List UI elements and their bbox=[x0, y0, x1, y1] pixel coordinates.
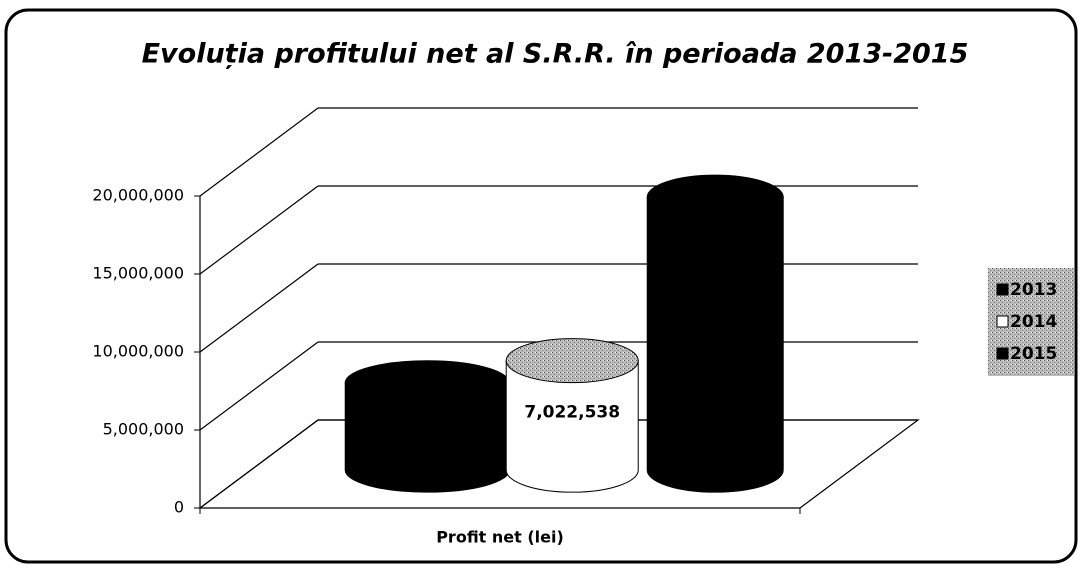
legend-swatch bbox=[996, 347, 1009, 360]
y-tick-label: 0 bbox=[174, 498, 184, 517]
cylinder bbox=[344, 360, 510, 493]
cylinder-body bbox=[344, 382, 510, 493]
cylinder-top bbox=[646, 174, 784, 220]
grid-line bbox=[199, 107, 319, 197]
cylinder bbox=[646, 174, 784, 493]
y-tick-label: 20,000,000 bbox=[92, 186, 184, 205]
legend-swatch bbox=[996, 315, 1009, 328]
cylinder-body bbox=[646, 196, 784, 493]
legend-swatch bbox=[996, 283, 1009, 296]
cylinder-top bbox=[505, 338, 639, 384]
grid-line bbox=[199, 341, 319, 431]
grid-line bbox=[199, 419, 319, 509]
y-tick-label: 10,000,000 bbox=[92, 342, 184, 361]
legend-label: 2015 bbox=[1010, 344, 1057, 364]
chart-frame bbox=[4, 8, 1078, 564]
cylinder-body bbox=[505, 360, 639, 493]
x-tick-label: Profit net (lei) bbox=[436, 528, 564, 547]
cylinder-top bbox=[344, 360, 510, 406]
chart-title: Evoluția profitului net al S.R.R. în per… bbox=[142, 39, 969, 70]
data-label: 7,022,538 bbox=[524, 403, 620, 423]
legend-label: 2014 bbox=[1010, 312, 1057, 332]
y-tick-label: 5,000,000 bbox=[103, 420, 184, 439]
legend-label: 2013 bbox=[1010, 280, 1057, 300]
cylinder bbox=[505, 338, 639, 493]
grid-line bbox=[199, 263, 319, 353]
y-tick-label: 15,000,000 bbox=[92, 264, 184, 283]
grid-line bbox=[199, 185, 319, 275]
